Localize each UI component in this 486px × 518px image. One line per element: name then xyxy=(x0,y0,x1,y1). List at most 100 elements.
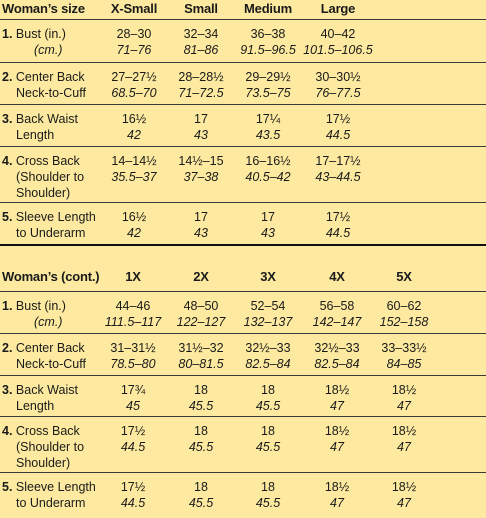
section2-header-size: 5X xyxy=(396,269,412,284)
value-cm: 44.5 xyxy=(120,440,146,454)
value-in: 17 xyxy=(194,210,208,224)
value-in: 16–16½ xyxy=(245,154,291,168)
value-cell: 32½–33 82.5–84 xyxy=(292,340,382,372)
measurement-name-line: to Underarm xyxy=(16,226,86,240)
measurement-name: Center Back xyxy=(15,341,85,355)
value-in: 40–42 xyxy=(320,27,356,41)
value-cm: 42 xyxy=(127,226,141,240)
value-in: 18 xyxy=(194,480,208,494)
value-cm: 45.5 xyxy=(255,399,281,413)
value-cell: 32½–33 82.5–84 xyxy=(223,340,313,372)
value-cm: 44.5 xyxy=(325,128,351,142)
measurement-name-line: (Shoulder to xyxy=(16,440,85,454)
measurement-label: 5. Sleeve Length to Underarm xyxy=(2,209,96,241)
value-cell: 17½ 44.5 xyxy=(88,423,178,455)
measurement-name-line: Neck-to-Cuff xyxy=(16,86,86,100)
value-cell: 16½ 42 xyxy=(89,111,179,143)
value-in: 44–46 xyxy=(115,299,151,313)
value-cm: 45.5 xyxy=(188,399,214,413)
section2-header-size: 1X xyxy=(125,269,141,284)
value-in: 18 xyxy=(194,383,208,397)
value-cell: 27–27½ 68.5–70 xyxy=(89,69,179,101)
value-in: 33–33½ xyxy=(381,341,427,355)
value-in: 28–30 xyxy=(116,27,152,41)
measurement-label: 2. Center Back Neck-to-Cuff xyxy=(2,69,86,101)
measurement-name-line: Length xyxy=(16,128,55,142)
value-in: 30–30½ xyxy=(315,70,361,84)
measurement-name-line: (Shoulder to xyxy=(16,170,85,184)
value-cm: 43–44.5 xyxy=(315,170,361,184)
value-cell: 40–42 101.5–106.5 xyxy=(293,26,383,58)
value-cell: 17½ 44.5 xyxy=(293,111,383,143)
section2-header-size: 2X xyxy=(193,269,209,284)
value-in: 17½ xyxy=(325,210,351,224)
table-row: 3. Back Waist Length 17¾ 45 18 45.5 18 45.5 18½ 4… xyxy=(0,375,486,417)
value-cm: 45 xyxy=(126,399,140,413)
value-in: 52–54 xyxy=(250,299,286,313)
value-cell: 17¾ 45 xyxy=(88,382,178,414)
measurement-name-line: (cm.) xyxy=(34,315,63,329)
measurement-number: 3. xyxy=(2,112,16,126)
value-cell: 48–50 122–127 xyxy=(156,298,246,330)
value-cm: 47 xyxy=(330,399,344,413)
value-cell: 18½ 47 xyxy=(292,382,382,414)
measurement-number: 4. xyxy=(2,154,16,168)
table-row: 1. Bust (in.) (cm.) 28–30 71–76 32–34 81–86 36… xyxy=(0,19,486,63)
value-cell: 18 45.5 xyxy=(223,423,313,455)
measurement-number: 3. xyxy=(2,383,16,397)
measurement-label: 4. Cross Back (Shoulder to Shoulder) xyxy=(2,153,84,201)
value-cell: 32–34 81–86 xyxy=(156,26,246,58)
value-cell: 56–58 142–147 xyxy=(292,298,382,330)
table-row: 5. Sleeve Length to Underarm 16½ 42 17 43 17 43… xyxy=(0,202,486,245)
value-in: 14–14½ xyxy=(111,154,157,168)
section1-header-label: Woman’s size xyxy=(2,1,85,16)
value-cm: 44.5 xyxy=(325,226,351,240)
section2-header-label: Woman’s (cont.) xyxy=(2,269,100,284)
value-cm: 111.5–117 xyxy=(104,315,162,329)
value-cell: 18 45.5 xyxy=(156,382,246,414)
value-cell: 16½ 42 xyxy=(89,209,179,241)
value-cm: 37–38 xyxy=(183,170,219,184)
measurement-label: 4. Cross Back (Shoulder to Shoulder) xyxy=(2,423,84,471)
section2-header: Woman’s (cont.) 1X 2X 3X 4X 5X xyxy=(0,269,486,287)
value-in: 17¼ xyxy=(255,112,281,126)
value-cm: 44.5 xyxy=(120,496,146,510)
value-cell: 18 45.5 xyxy=(156,479,246,511)
value-cm: 132–137 xyxy=(243,315,293,329)
measurement-name-line: Shoulder) xyxy=(16,186,71,200)
table-row: 2. Center Back Neck-to-Cuff 31–31½ 78.5–80 3… xyxy=(0,333,486,376)
table-row: 4. Cross Back (Shoulder to Shoulder) 14–14½… xyxy=(0,146,486,203)
value-cell: 31–31½ 78.5–80 xyxy=(88,340,178,372)
measurement-name: Center Back xyxy=(15,70,85,84)
measurement-label: 3. Back Waist Length xyxy=(2,111,78,143)
value-in: 18½ xyxy=(324,424,350,438)
value-cm: 142–147 xyxy=(312,315,362,329)
value-in: 60–62 xyxy=(386,299,422,313)
measurement-number: 5. xyxy=(2,210,16,224)
value-cm: 122–127 xyxy=(176,315,226,329)
measurement-name: Back Waist xyxy=(15,383,78,397)
section1-header-size: Large xyxy=(320,1,356,16)
value-cm: 43 xyxy=(194,128,208,142)
value-cm: 73.5–75 xyxy=(245,86,291,100)
measurement-name-line: Neck-to-Cuff xyxy=(16,357,86,371)
value-cm: 84–85 xyxy=(386,357,422,371)
table-row: 4. Cross Back (Shoulder to Shoulder) 17½ 44.… xyxy=(0,416,486,473)
value-cm: 45.5 xyxy=(255,440,281,454)
value-cell: 18½ 47 xyxy=(292,423,382,455)
table-row: 2. Center Back Neck-to-Cuff 27–27½ 68.5–70 2… xyxy=(0,62,486,105)
value-cell: 17 43 xyxy=(156,209,246,241)
measurement-label: 3. Back Waist Length xyxy=(2,382,78,414)
table-row: 3. Back Waist Length 16½ 42 17 43 17¼ 43.5 17½ 44… xyxy=(0,104,486,147)
value-cm: 45.5 xyxy=(188,496,214,510)
measurement-number: 4. xyxy=(2,424,16,438)
value-in: 36–38 xyxy=(250,27,286,41)
value-cell: 18 45.5 xyxy=(156,423,246,455)
value-cm: 47 xyxy=(397,496,411,510)
value-cell: 29–29½ 73.5–75 xyxy=(223,69,313,101)
value-cm: 78.5–80 xyxy=(110,357,156,371)
value-in: 27–27½ xyxy=(111,70,157,84)
section-divider xyxy=(0,244,486,246)
value-cm: 43.5 xyxy=(255,128,281,142)
section2-header-size: 4X xyxy=(329,269,345,284)
